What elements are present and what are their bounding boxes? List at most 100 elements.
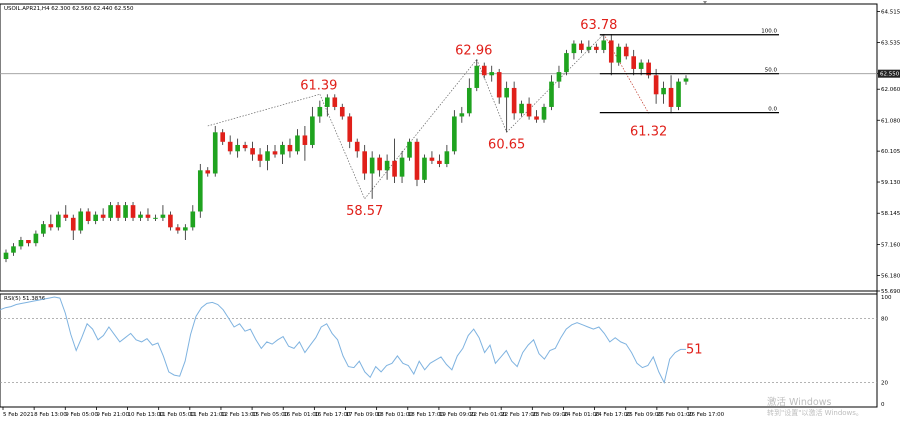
time-axis-label: 9 Feb 05:00 xyxy=(65,412,98,418)
price-axis-label: 61.080 xyxy=(881,118,900,124)
candle-bull xyxy=(235,144,240,152)
price-axis-label: 56.180 xyxy=(881,273,900,279)
candle-bear xyxy=(48,224,54,228)
candle-bull xyxy=(556,72,562,82)
candle-bull xyxy=(601,40,607,50)
time-axis-label: 18 Feb 17:00 xyxy=(408,412,445,418)
candle-bear xyxy=(579,43,584,50)
candle-bull xyxy=(369,157,375,174)
candle-bear xyxy=(115,205,121,218)
rsi-pane-frame xyxy=(0,293,878,408)
candle-bear xyxy=(175,227,181,231)
candle-bull xyxy=(616,46,622,63)
candle-bear xyxy=(227,141,233,152)
candle-bear xyxy=(302,135,308,145)
price-axis-label: 60.105 xyxy=(881,149,900,155)
time-axis-label: 11 Feb 21:00 xyxy=(190,412,227,418)
candle-bull xyxy=(197,170,203,212)
candle-bull xyxy=(549,81,554,107)
candle-bear xyxy=(205,170,211,174)
candle-bull xyxy=(444,151,450,164)
candle-bull xyxy=(265,151,270,161)
rsi-line xyxy=(0,296,686,385)
time-axis-label: 11 Feb 05:00 xyxy=(159,412,196,418)
candle-bear xyxy=(272,151,278,155)
candle-bull xyxy=(399,157,405,177)
candle-bear xyxy=(130,205,136,218)
candle-bear xyxy=(362,151,367,174)
fib-level-label: 0.0 xyxy=(768,107,777,113)
candle-bull xyxy=(452,116,457,152)
rsi-axis-label: 0 xyxy=(881,402,885,408)
candle-bull xyxy=(190,211,196,228)
candle-bull xyxy=(93,214,98,221)
candle-bear xyxy=(646,62,651,76)
candle-bull xyxy=(108,205,113,218)
current-price-label: 62.550 xyxy=(880,72,900,78)
time-axis-label: 5 Feb 2021 xyxy=(3,412,34,418)
candle-bull xyxy=(489,72,495,76)
price-axis-label: 55.690 xyxy=(881,289,900,295)
candle-bull xyxy=(638,62,644,69)
price-axis-label: 63.535 xyxy=(881,40,900,46)
candle-bear xyxy=(332,97,338,107)
price-axis-label: 57.160 xyxy=(881,242,900,248)
candle-bull xyxy=(683,78,689,82)
time-axis-label: 24 Feb 01:00 xyxy=(563,412,600,418)
candle-bear xyxy=(70,217,76,231)
zigzag-segment xyxy=(506,33,605,133)
swing-price-annotation: 61.32 xyxy=(630,124,667,139)
time-axis-label: 19 Feb 09:00 xyxy=(439,412,476,418)
candle-bull xyxy=(18,239,24,247)
candle-bear xyxy=(594,46,599,50)
candle-bull xyxy=(422,157,427,180)
time-axis-label: 16 Feb 01:00 xyxy=(283,412,320,418)
candle-bear xyxy=(414,141,420,180)
time-axis-label: 9 Feb 21:00 xyxy=(96,412,129,418)
candle-bull xyxy=(41,224,46,234)
candle-bear xyxy=(100,214,106,218)
candle-bear xyxy=(631,56,637,69)
candle-bear xyxy=(85,211,91,221)
zigzag-segment xyxy=(207,93,320,127)
time-axis-label: 24 Feb 17:00 xyxy=(595,412,632,418)
rsi-value-annotation: 51 xyxy=(686,342,703,357)
swing-price-annotation: 58.57 xyxy=(346,204,383,219)
candle-bear xyxy=(496,72,502,98)
fib-level-label: 100.0 xyxy=(761,29,777,35)
candle-bull xyxy=(407,141,412,158)
swing-price-annotation: 62.96 xyxy=(455,43,492,58)
candle-bear xyxy=(257,154,263,161)
zigzag-segment xyxy=(476,59,507,133)
candle-bull xyxy=(676,81,681,107)
main-pane-frame xyxy=(0,3,878,292)
time-axis-label: 26 Feb 01:00 xyxy=(657,412,694,418)
rsi-axis-label: 80 xyxy=(881,316,888,322)
time-axis-label: 17 Feb 09:00 xyxy=(346,412,383,418)
rsi-indicator-label: RSI(5) 51.3836 xyxy=(4,296,46,302)
candle-bear xyxy=(242,144,248,149)
candle-bear xyxy=(377,157,382,171)
time-axis-label: 23 Feb 09:00 xyxy=(532,412,569,418)
candle-bull xyxy=(325,97,330,107)
candle-bull xyxy=(78,211,84,231)
candle-bear xyxy=(429,157,435,161)
time-axis-label: 22 Feb 17:00 xyxy=(501,412,538,418)
zigzag-segment xyxy=(364,59,478,200)
candle-bear xyxy=(354,141,360,152)
candle-bear xyxy=(250,148,255,155)
rsi-axis-label: 20 xyxy=(881,381,888,387)
candle-bear xyxy=(63,214,69,218)
price-axis-label: 58.145 xyxy=(881,211,900,217)
candle-bull xyxy=(295,135,300,152)
candle-bull xyxy=(183,227,188,231)
candle-bull xyxy=(586,46,592,50)
candle-bear xyxy=(437,160,442,164)
price-axis-label: 59.130 xyxy=(881,180,900,186)
candle-bear xyxy=(526,103,532,117)
candle-bull xyxy=(564,53,569,73)
time-axis-label: 8 Feb 13:00 xyxy=(34,412,67,418)
chart-shift-marker[interactable] xyxy=(703,1,707,4)
